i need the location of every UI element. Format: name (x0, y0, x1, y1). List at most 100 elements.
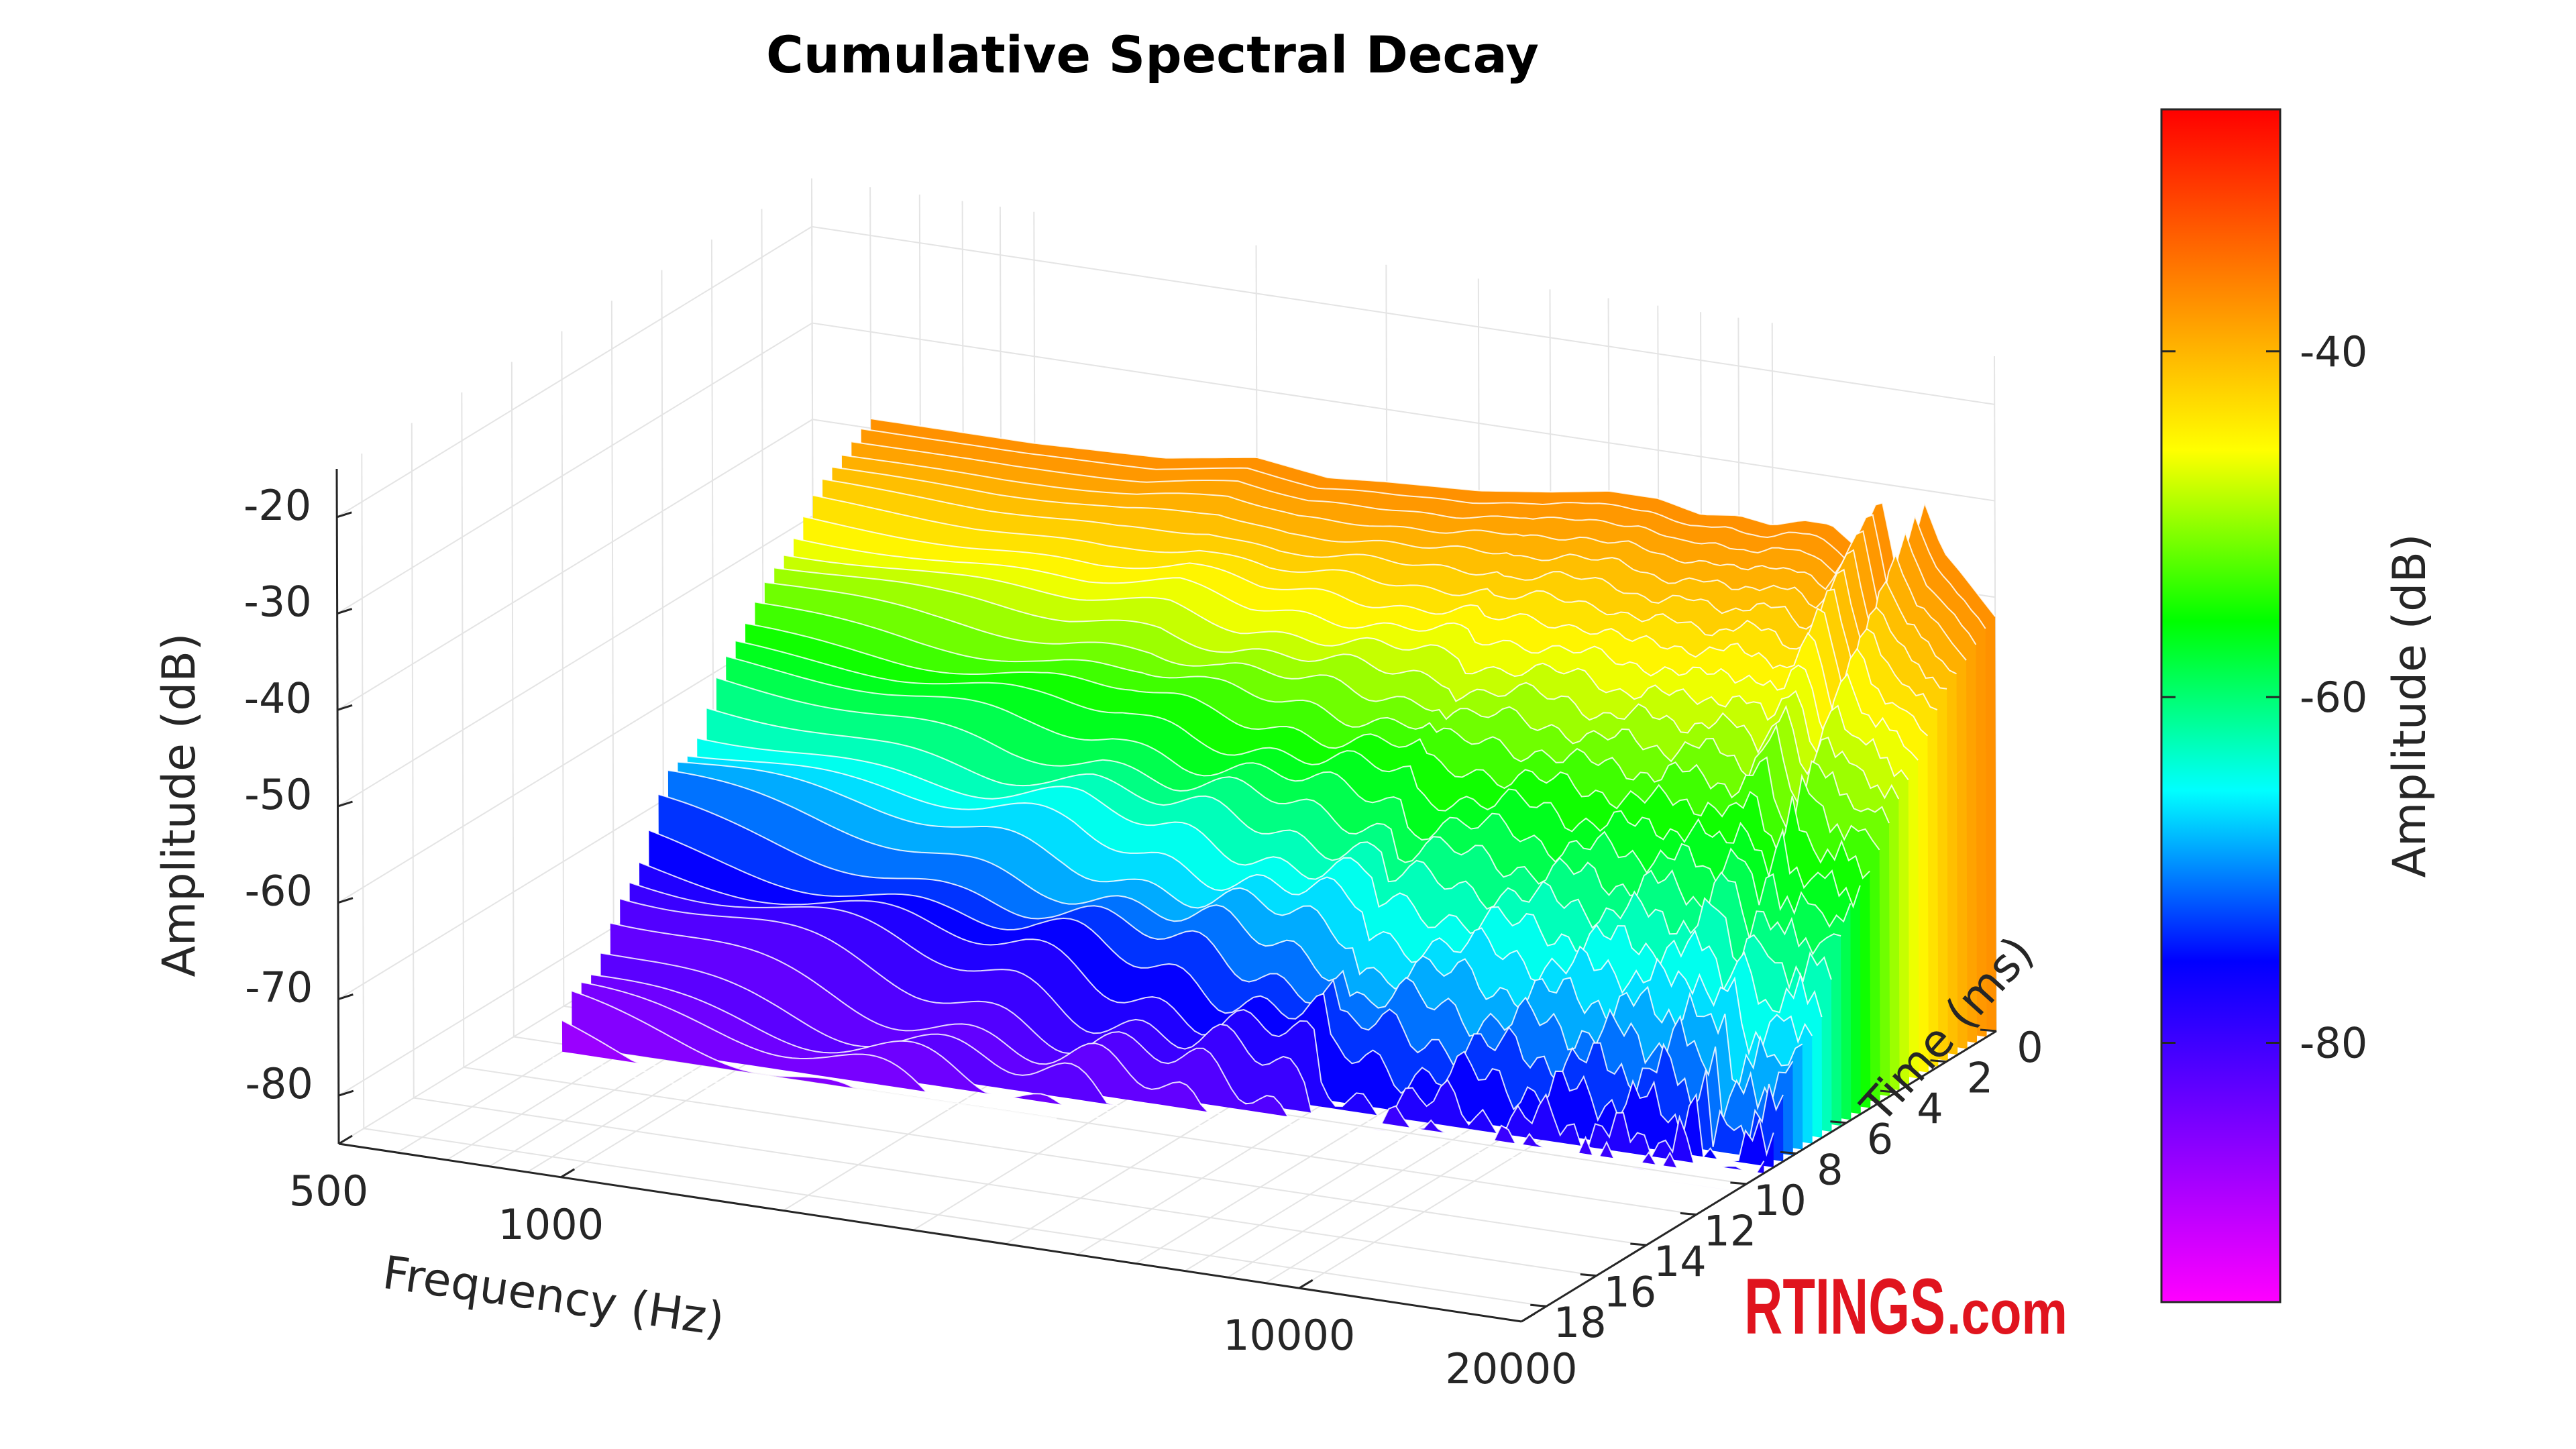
x-tick-mark (338, 1134, 353, 1145)
y-tick-label: 10 (1754, 1176, 1807, 1225)
decay-slice-edge (745, 623, 1870, 879)
decay-slice (572, 991, 1057, 1119)
y-tick-label: 14 (1654, 1237, 1707, 1286)
decay-slice-edge (812, 494, 1938, 711)
z-tick-label: -40 (244, 674, 312, 722)
decay-slice-edge (667, 769, 1794, 1122)
z-tick-label: -20 (244, 481, 311, 530)
decay-slice-edge (610, 922, 1735, 1192)
z-tick-mark (337, 704, 353, 711)
rtings-logo: RTINGS .com (1744, 1263, 2068, 1351)
decay-slice (649, 830, 1774, 1168)
grid-line (361, 453, 365, 1129)
z-tick-mark (337, 800, 353, 808)
decay-slice-edge (581, 981, 1172, 1130)
y-tick-mark (1830, 1120, 1847, 1124)
decay-slice (600, 953, 1276, 1130)
grid-line (561, 331, 565, 1006)
y-tick-label: 8 (1817, 1145, 1843, 1194)
decay-slice-edge (678, 761, 1803, 1086)
grid-line (461, 392, 465, 1068)
z-tick-mark (337, 608, 353, 615)
decay-slice-edge (832, 466, 1957, 675)
x-tick-mark (1298, 1279, 1313, 1289)
y-tick-mark (1680, 1212, 1697, 1216)
z-tick-mark (337, 993, 354, 1000)
grid-line (364, 1128, 1547, 1307)
z-tick-label: -80 (246, 1059, 313, 1108)
z-tick-mark (338, 1089, 354, 1097)
decay-slice-edge (822, 478, 1947, 690)
decay-slice-edge (871, 418, 1996, 617)
decay-slice-edge (561, 1020, 949, 1111)
decay-slice-edge (803, 516, 1929, 737)
decay-slice-edge (543, 1063, 726, 1092)
decay-slice-edge (639, 861, 1765, 1173)
decay-slice-edge (696, 737, 1823, 1018)
grid-line (413, 1097, 1597, 1277)
colorbar-tick-label: -40 (2300, 327, 2367, 376)
x-tick-label: 500 (289, 1167, 368, 1216)
y-tick-label: 16 (1603, 1268, 1656, 1317)
z-tick-label: -70 (245, 963, 313, 1012)
decay-slice-edge (716, 677, 1841, 956)
decay-slice-edge (764, 581, 1890, 824)
decay-slice-edge (533, 1069, 611, 1082)
z-tick-label: -60 (245, 867, 313, 916)
grid-line (337, 322, 813, 614)
z-axis-label: Amplitude (dB) (153, 633, 206, 977)
z-tick-label: -50 (244, 770, 312, 819)
y-axis-line (1521, 1030, 1997, 1323)
decay-slice-edge (851, 441, 1977, 645)
z-tick-mark (337, 897, 354, 904)
decay-slice-edge (590, 973, 1267, 1136)
grid-line (812, 225, 1995, 405)
decay-slice-edge (629, 881, 1755, 1180)
x-tick-label: 10000 (1223, 1311, 1355, 1360)
grid-line (464, 1067, 1647, 1246)
decay-slice-edge (861, 428, 1986, 629)
grid-line (411, 423, 415, 1098)
colorbar-tick-label: -80 (2300, 1018, 2367, 1067)
decay-slice (629, 882, 1754, 1179)
z-tick-label: -30 (244, 578, 311, 627)
decay-slice-edge (706, 707, 1832, 990)
decay-slice (639, 862, 1764, 1173)
grid-line (812, 322, 1995, 502)
y-tick-label: 18 (1554, 1298, 1607, 1347)
z-axis-ticks: -20 -30 -40 -50 -60 -70 -80 (244, 481, 354, 1108)
y-tick-mark (1580, 1273, 1597, 1277)
y-tick-label: 2 (1967, 1054, 1993, 1103)
y-tick-label: 6 (1867, 1115, 1893, 1164)
colorbar-ticks: -40 -60 -80 (2161, 327, 2367, 1067)
grid-line (337, 515, 814, 807)
decay-slice-edge (755, 601, 1880, 851)
y-tick-mark (1880, 1089, 1897, 1093)
logo-brand: RTINGS (1744, 1263, 1945, 1351)
grid-line (610, 301, 614, 976)
x-tick-label: 1000 (498, 1200, 604, 1249)
decay-slice-edge (648, 829, 1774, 1162)
y-tick-mark (1980, 1028, 1997, 1032)
decay-slice-edge (571, 990, 1057, 1120)
y-tick-mark (1780, 1150, 1797, 1155)
grid-line (511, 362, 515, 1037)
x-axis-line (338, 1142, 1522, 1323)
logo-suffix: .com (1947, 1279, 2068, 1347)
decay-slice-edge (774, 567, 1900, 800)
decay-slice-edge (725, 655, 1851, 928)
decay-slice-edge (600, 952, 1276, 1130)
decay-slice-edge (841, 454, 1967, 661)
colorbar-tick-label: -60 (2300, 673, 2367, 722)
x-axis-ticks: 500 1000 10000 20000 (289, 1134, 1578, 1393)
colorbar: -40 -60 -80 Amplitude (dB) (2160, 108, 2436, 1303)
decay-surface (533, 418, 1996, 1192)
x-axis-label: Frequency (Hz) (380, 1246, 728, 1347)
y-tick-label: 4 (1917, 1084, 1943, 1133)
decay-slice-edge (784, 554, 1909, 781)
decay-slice-edge (687, 755, 1813, 1056)
decay-slice (658, 794, 1784, 1162)
y-tick-mark (1930, 1059, 1947, 1063)
